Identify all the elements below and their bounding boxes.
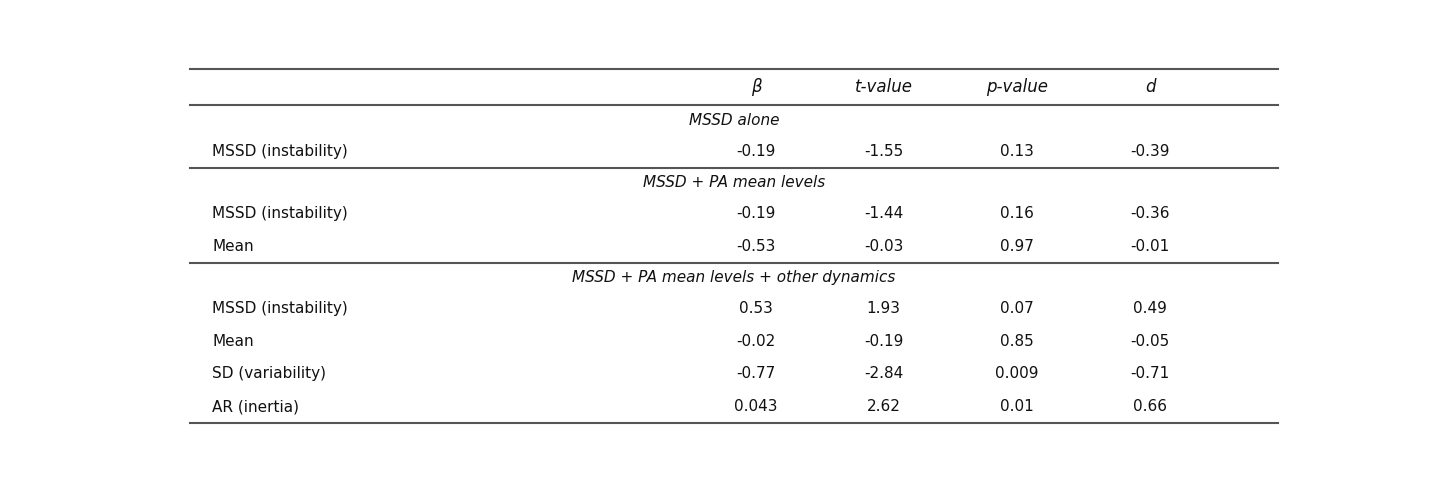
Text: -0.77: -0.77 bbox=[736, 366, 776, 381]
Text: 0.01: 0.01 bbox=[1000, 399, 1034, 414]
Text: Mean: Mean bbox=[212, 334, 253, 349]
Text: p-value: p-value bbox=[985, 78, 1048, 96]
Text: 0.85: 0.85 bbox=[1000, 334, 1034, 349]
Text: SD (variability): SD (variability) bbox=[212, 366, 326, 381]
Text: -0.71: -0.71 bbox=[1130, 366, 1170, 381]
Text: 0.13: 0.13 bbox=[1000, 144, 1034, 159]
Text: -0.05: -0.05 bbox=[1130, 334, 1170, 349]
Text: d: d bbox=[1144, 78, 1156, 96]
Text: 1.93: 1.93 bbox=[866, 301, 901, 316]
Text: β: β bbox=[750, 78, 762, 96]
Text: -0.19: -0.19 bbox=[736, 206, 776, 221]
Text: 0.66: 0.66 bbox=[1133, 399, 1167, 414]
Text: MSSD (instability): MSSD (instability) bbox=[212, 301, 348, 316]
Text: -0.01: -0.01 bbox=[1130, 239, 1170, 254]
Text: 0.97: 0.97 bbox=[1000, 239, 1034, 254]
Text: -0.19: -0.19 bbox=[736, 144, 776, 159]
Text: -0.03: -0.03 bbox=[863, 239, 904, 254]
Text: 0.49: 0.49 bbox=[1133, 301, 1167, 316]
Text: -0.53: -0.53 bbox=[736, 239, 776, 254]
Text: AR (inertia): AR (inertia) bbox=[212, 399, 299, 414]
Text: -0.39: -0.39 bbox=[1130, 144, 1170, 159]
Text: 0.009: 0.009 bbox=[995, 366, 1038, 381]
Text: MSSD alone: MSSD alone bbox=[689, 113, 779, 128]
Text: MSSD + PA mean levels: MSSD + PA mean levels bbox=[643, 175, 825, 190]
Text: -1.55: -1.55 bbox=[863, 144, 904, 159]
Text: 0.16: 0.16 bbox=[1000, 206, 1034, 221]
Text: 0.043: 0.043 bbox=[735, 399, 778, 414]
Text: 0.53: 0.53 bbox=[739, 301, 773, 316]
Text: 0.07: 0.07 bbox=[1000, 301, 1034, 316]
Text: -0.02: -0.02 bbox=[736, 334, 776, 349]
Text: MSSD + PA mean levels + other dynamics: MSSD + PA mean levels + other dynamics bbox=[573, 270, 895, 285]
Text: -0.36: -0.36 bbox=[1130, 206, 1170, 221]
Text: -0.19: -0.19 bbox=[863, 334, 904, 349]
Text: Mean: Mean bbox=[212, 239, 253, 254]
Text: 2.62: 2.62 bbox=[866, 399, 901, 414]
Text: -2.84: -2.84 bbox=[863, 366, 904, 381]
Text: -1.44: -1.44 bbox=[863, 206, 904, 221]
Text: MSSD (instability): MSSD (instability) bbox=[212, 206, 348, 221]
Text: MSSD (instability): MSSD (instability) bbox=[212, 144, 348, 159]
Text: t-value: t-value bbox=[855, 78, 912, 96]
